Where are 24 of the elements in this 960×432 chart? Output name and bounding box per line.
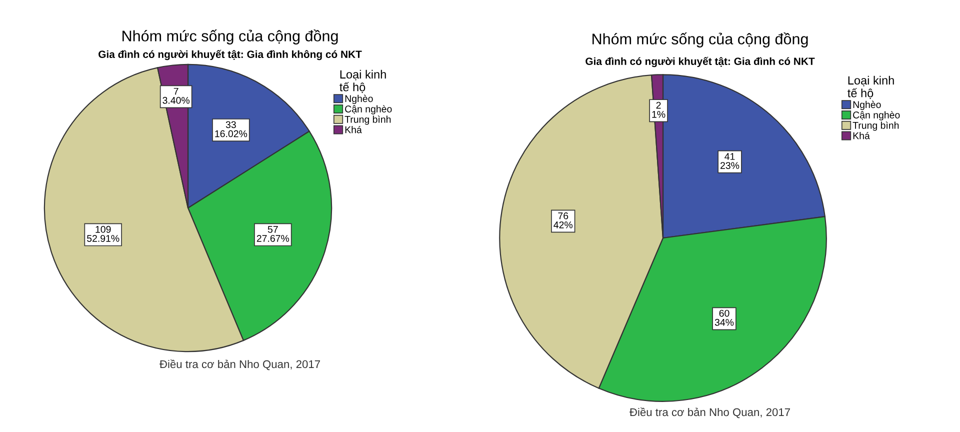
chart-subtitle: Gia đình có người khuyết tật: Gia đình không có NKT (98, 50, 362, 60)
data-label: 7 3.40% (162, 88, 190, 104)
legend-label: Khá (853, 132, 870, 140)
legend-label: Trung bình (344, 116, 391, 125)
legend-label: Cận nghèo (853, 111, 900, 120)
chart-title: Nhóm mức sống của cộng đồng (122, 30, 338, 44)
data-label: 33 16.02% (215, 121, 248, 138)
legend-title: Loại kinh tế hộ (340, 70, 386, 93)
data-label: 57 27.67% (256, 226, 290, 242)
chart-title: Nhóm mức sống của cộng đồng (592, 32, 808, 48)
legend-title: Loại kinh tế hộ (848, 76, 894, 99)
data-label: 76 42% (554, 212, 572, 228)
text: Điều tra cơ bản Nho Quan, 2017 (630, 407, 790, 418)
legend-label: Nghèo (345, 94, 373, 104)
legend-label: Nghèo (853, 100, 881, 110)
text: Điều tra cơ bản Nho Quan, 2017 (160, 359, 320, 370)
data-label: 41 23% (720, 153, 740, 169)
data-label: 60 34% (714, 310, 734, 326)
legend-label: Cận nghèo (345, 105, 392, 114)
data-label: 2 1% (652, 102, 666, 118)
legend-label: Trung bình (852, 122, 899, 131)
chart-subtitle: Gia đình có người khuyết tật: Gia đình có NKT (586, 56, 815, 68)
legend-label: Khá (345, 126, 362, 134)
data-label: 109 52.91% (87, 226, 120, 242)
